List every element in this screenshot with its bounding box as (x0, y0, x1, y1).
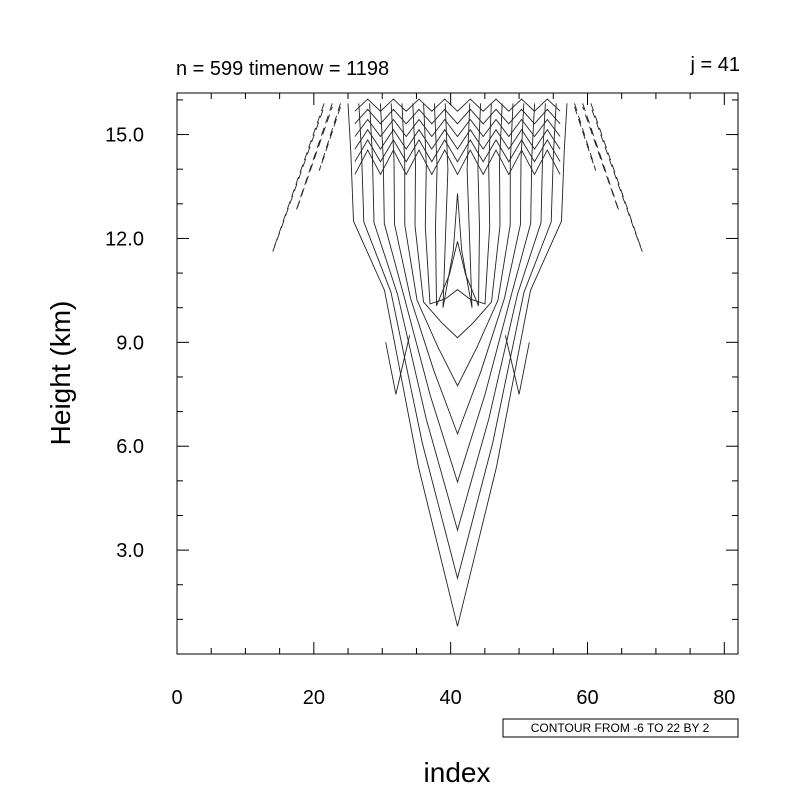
contour-line-upper (354, 108, 561, 125)
contour-line-positive (423, 103, 492, 305)
contour-line-positive (358, 103, 557, 580)
y-tick-label: 6.0 (116, 436, 144, 458)
contour-info-label: CONTOUR FROM -6 TO 22 BY 2 (531, 721, 710, 735)
x-tick-label: 0 (171, 687, 182, 709)
x-tick-label: 60 (576, 687, 598, 709)
contour-line-negative (590, 103, 643, 252)
contour-line-negative (295, 103, 333, 212)
y-axis-title: Height (km) (45, 301, 76, 446)
plot-title-left: n = 599 timenow = 1198 (176, 58, 389, 80)
x-tick-label: 40 (440, 687, 462, 709)
contour-line-negative (318, 103, 341, 171)
contour-line-positive (433, 103, 482, 306)
y-tick-label: 9.0 (116, 332, 144, 354)
plot-frame (176, 92, 739, 655)
contour-line-upper (354, 139, 561, 163)
contour-notch (504, 335, 530, 395)
contour-line-upper (354, 149, 561, 176)
contour-line-upper (354, 118, 561, 138)
y-axis: 3.0 6.0 9.0 12.0 15.0 (105, 99, 738, 620)
contour-line-positive (442, 103, 473, 308)
y-tick-label: 3.0 (116, 540, 144, 562)
contour-line-negative (582, 103, 620, 212)
x-axis: 0 20 40 60 80 (171, 93, 735, 709)
contour-line-positive (369, 103, 546, 532)
x-tick-label: 20 (303, 687, 325, 709)
y-tick-label: 12.0 (105, 228, 144, 250)
y-tick-label: 15.0 (105, 125, 144, 147)
plot-title-right: j = 41 (690, 54, 740, 76)
contour-line-positive (390, 103, 525, 436)
contour-line-positive (412, 103, 503, 339)
contour-line-upper (354, 98, 561, 112)
contour-lines (272, 98, 643, 627)
contour-line-negative (574, 103, 597, 171)
contour-line-positive (401, 103, 514, 387)
x-tick-label: 80 (713, 687, 735, 709)
contour-line-negative (272, 103, 325, 252)
contour-line-positive (347, 103, 568, 627)
x-axis-title: index (424, 757, 491, 788)
contour-info-box (502, 718, 739, 738)
contour-notch (385, 335, 411, 395)
contour-line-positive (379, 103, 536, 484)
contour-line-upper (354, 128, 561, 150)
